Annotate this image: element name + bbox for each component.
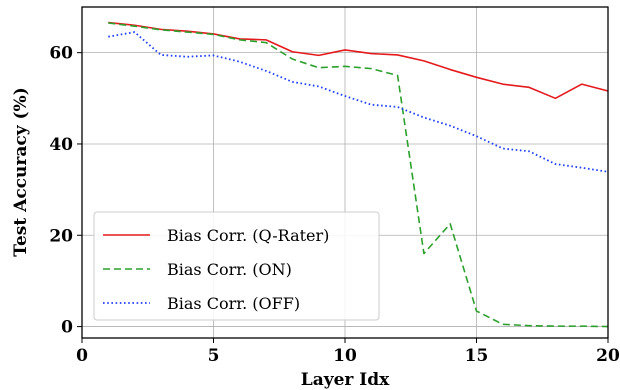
legend-label-1: Bias Corr. (Q-Rater)	[167, 226, 329, 245]
series-line-2	[108, 22, 609, 328]
y-axis-title: Test Accuracy (%)	[11, 87, 31, 256]
x-tick-label: 5	[208, 346, 220, 366]
series-line-3	[108, 31, 609, 173]
y-tick-label: 20	[49, 226, 73, 246]
x-tick-label: 0	[76, 346, 88, 366]
legend-label-2: Bias Corr. (ON)	[167, 260, 292, 279]
legend-label-3: Bias Corr. (OFF)	[167, 294, 300, 313]
legend: Bias Corr. (Q-Rater) Bias Corr. (ON) Bias …	[93, 211, 380, 321]
x-tick-label: 15	[465, 346, 489, 366]
series-lines	[108, 21, 609, 328]
axis-ticks: 0 5 10 15 20 0 20 40 60	[49, 44, 620, 366]
legend-box	[93, 211, 380, 321]
y-tick-label: 60	[49, 44, 73, 64]
x-tick-label: 10	[333, 346, 357, 366]
y-tick-label: 40	[49, 135, 73, 155]
x-tick-label: 20	[596, 346, 620, 366]
x-axis-title: Layer Idx	[301, 370, 390, 390]
y-tick-label: 0	[61, 318, 73, 338]
series-line-1	[108, 21, 609, 100]
